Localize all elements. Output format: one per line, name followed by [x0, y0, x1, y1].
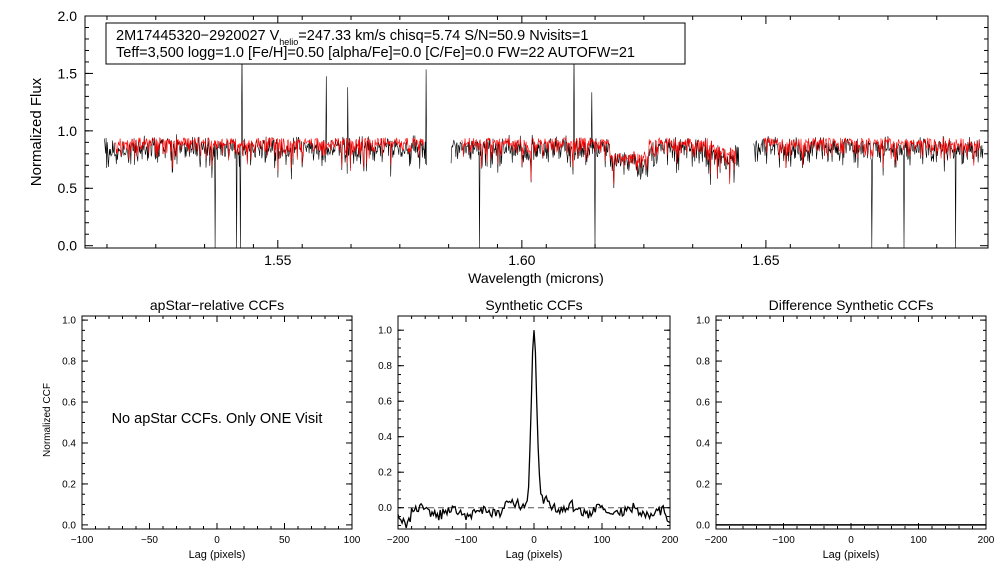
spectrum-annotation: 2M17445320−2920027 Vhelio=247.33 km/s ch… — [105, 22, 686, 65]
y-tick-label: 0.5 — [58, 180, 78, 196]
observed-spectrum-chip-3 — [753, 135, 984, 249]
x-tick-label: 100 — [910, 535, 927, 546]
spectrum-ticks: 1.55 1.60 1.65 0.0 0.5 1.0 1.5 2.0 — [58, 8, 988, 268]
synthetic-spectrum-chip-1 — [115, 136, 424, 172]
synthetic-x-axis-label: Lag (pixels) — [506, 549, 563, 561]
y-tick-label: 0.6 — [378, 397, 392, 408]
y-tick-label: 2.0 — [58, 8, 78, 24]
x-tick-label: −100 — [772, 535, 795, 546]
y-tick-label: 0.8 — [378, 361, 392, 372]
x-tick-label: 1.55 — [264, 252, 291, 268]
x-tick-label: 0 — [848, 535, 854, 546]
y-tick-label: 0.4 — [696, 438, 710, 449]
x-tick-label: −100 — [71, 535, 94, 546]
x-tick-label: 100 — [594, 535, 611, 546]
x-tick-label: 1.60 — [508, 252, 535, 268]
x-tick-label: 0 — [531, 535, 537, 546]
synthetic-spectrum-chip-3 — [764, 137, 981, 169]
x-tick-label: −50 — [141, 535, 158, 546]
y-tick-label: 0.0 — [378, 503, 392, 514]
x-tick-label: 1.65 — [752, 252, 779, 268]
y-tick-label: 0.0 — [58, 238, 78, 254]
apstar-y-axis-label: Normalized CCF — [42, 383, 53, 457]
x-tick-label: 200 — [662, 535, 679, 546]
y-tick-label: 0.6 — [696, 398, 710, 409]
spectrum-frame — [84, 15, 989, 249]
spectrum-panel: 1.55 1.60 1.65 0.0 0.5 1.0 1.5 2.0 2M17445320−2… — [28, 8, 989, 286]
y-tick-label: 0.2 — [62, 479, 76, 490]
apstar-ticks: −100 −50 0 50 100 0.0 0.2 0.4 0.6 0.8 1.0 — [62, 316, 361, 546]
x-tick-label: 0 — [214, 535, 220, 546]
x-tick-label: −200 — [387, 535, 410, 546]
synthetic-ccf-line — [397, 330, 671, 529]
annotation-line-1: 2M17445320−2920027 Vhelio=247.33 km/s ch… — [116, 28, 588, 47]
annotation-box — [105, 22, 686, 65]
annotation-line-2: Teff=3,500 logg=1.0 [Fe/H]=0.50 [alpha/F… — [116, 45, 635, 61]
synthetic-ccf-panel: −200 −100 0 100 200 0.0 0.2 0.4 0.6 0.8 1.0 Synthe… — [378, 297, 679, 561]
y-tick-label: 1.0 — [62, 316, 76, 327]
difference-frame — [715, 315, 987, 530]
y-tick-label: 0.8 — [62, 357, 76, 368]
x-tick-label: −100 — [455, 535, 478, 546]
y-tick-label: 0.2 — [696, 479, 710, 490]
y-tick-label: 0.2 — [378, 468, 392, 479]
synthetic-spectrum-series — [115, 136, 981, 185]
difference-title: Difference Synthetic CCFs — [769, 297, 934, 313]
y-tick-label: 0.0 — [62, 520, 76, 531]
apstar-no-data-message: No apStar CCFs. Only ONE Visit — [112, 411, 323, 427]
synthetic-ticks: −200 −100 0 100 200 0.0 0.2 0.4 0.6 0.8 1.0 — [378, 316, 679, 546]
y-tick-label: 1.0 — [58, 123, 78, 139]
synthetic-title: Synthetic CCFs — [485, 297, 582, 313]
observed-spectrum-series — [104, 45, 984, 249]
difference-x-axis-label: Lag (pixels) — [823, 549, 880, 561]
x-tick-label: 100 — [344, 535, 361, 546]
difference-ticks: −200 −100 0 100 200 0.0 0.2 0.4 0.6 0.8 1.0 — [696, 316, 995, 546]
synthetic-frame — [397, 315, 671, 530]
y-tick-label: 0.6 — [62, 398, 76, 409]
apstar-x-axis-label: Lag (pixels) — [189, 549, 246, 561]
y-tick-label: 1.5 — [58, 65, 78, 81]
y-tick-label: 0.4 — [378, 432, 392, 443]
y-tick-label: 1.0 — [696, 316, 710, 327]
y-tick-label: 1.0 — [378, 326, 392, 337]
x-tick-label: −200 — [705, 535, 728, 546]
difference-ccf-panel: −200 −100 0 100 200 0.0 0.2 0.4 0.6 0.8 1.0 Differ… — [696, 297, 995, 561]
spectrum-x-axis-label: Wavelength (microns) — [468, 270, 604, 286]
apstar-ccf-panel: −100 −50 0 50 100 0.0 0.2 0.4 0.6 0.8 1.0 apStar−r… — [42, 297, 361, 561]
x-tick-label: 200 — [978, 535, 995, 546]
x-tick-label: 50 — [279, 535, 291, 546]
synthetic-spectrum-chip-2 — [461, 137, 736, 185]
y-tick-label: 0.8 — [696, 357, 710, 368]
y-tick-label: 0.0 — [696, 520, 710, 531]
y-tick-label: 0.4 — [62, 438, 76, 449]
spectrum-y-axis-label: Normalized Flux — [28, 77, 45, 186]
apstar-title: apStar−relative CCFs — [150, 297, 284, 313]
